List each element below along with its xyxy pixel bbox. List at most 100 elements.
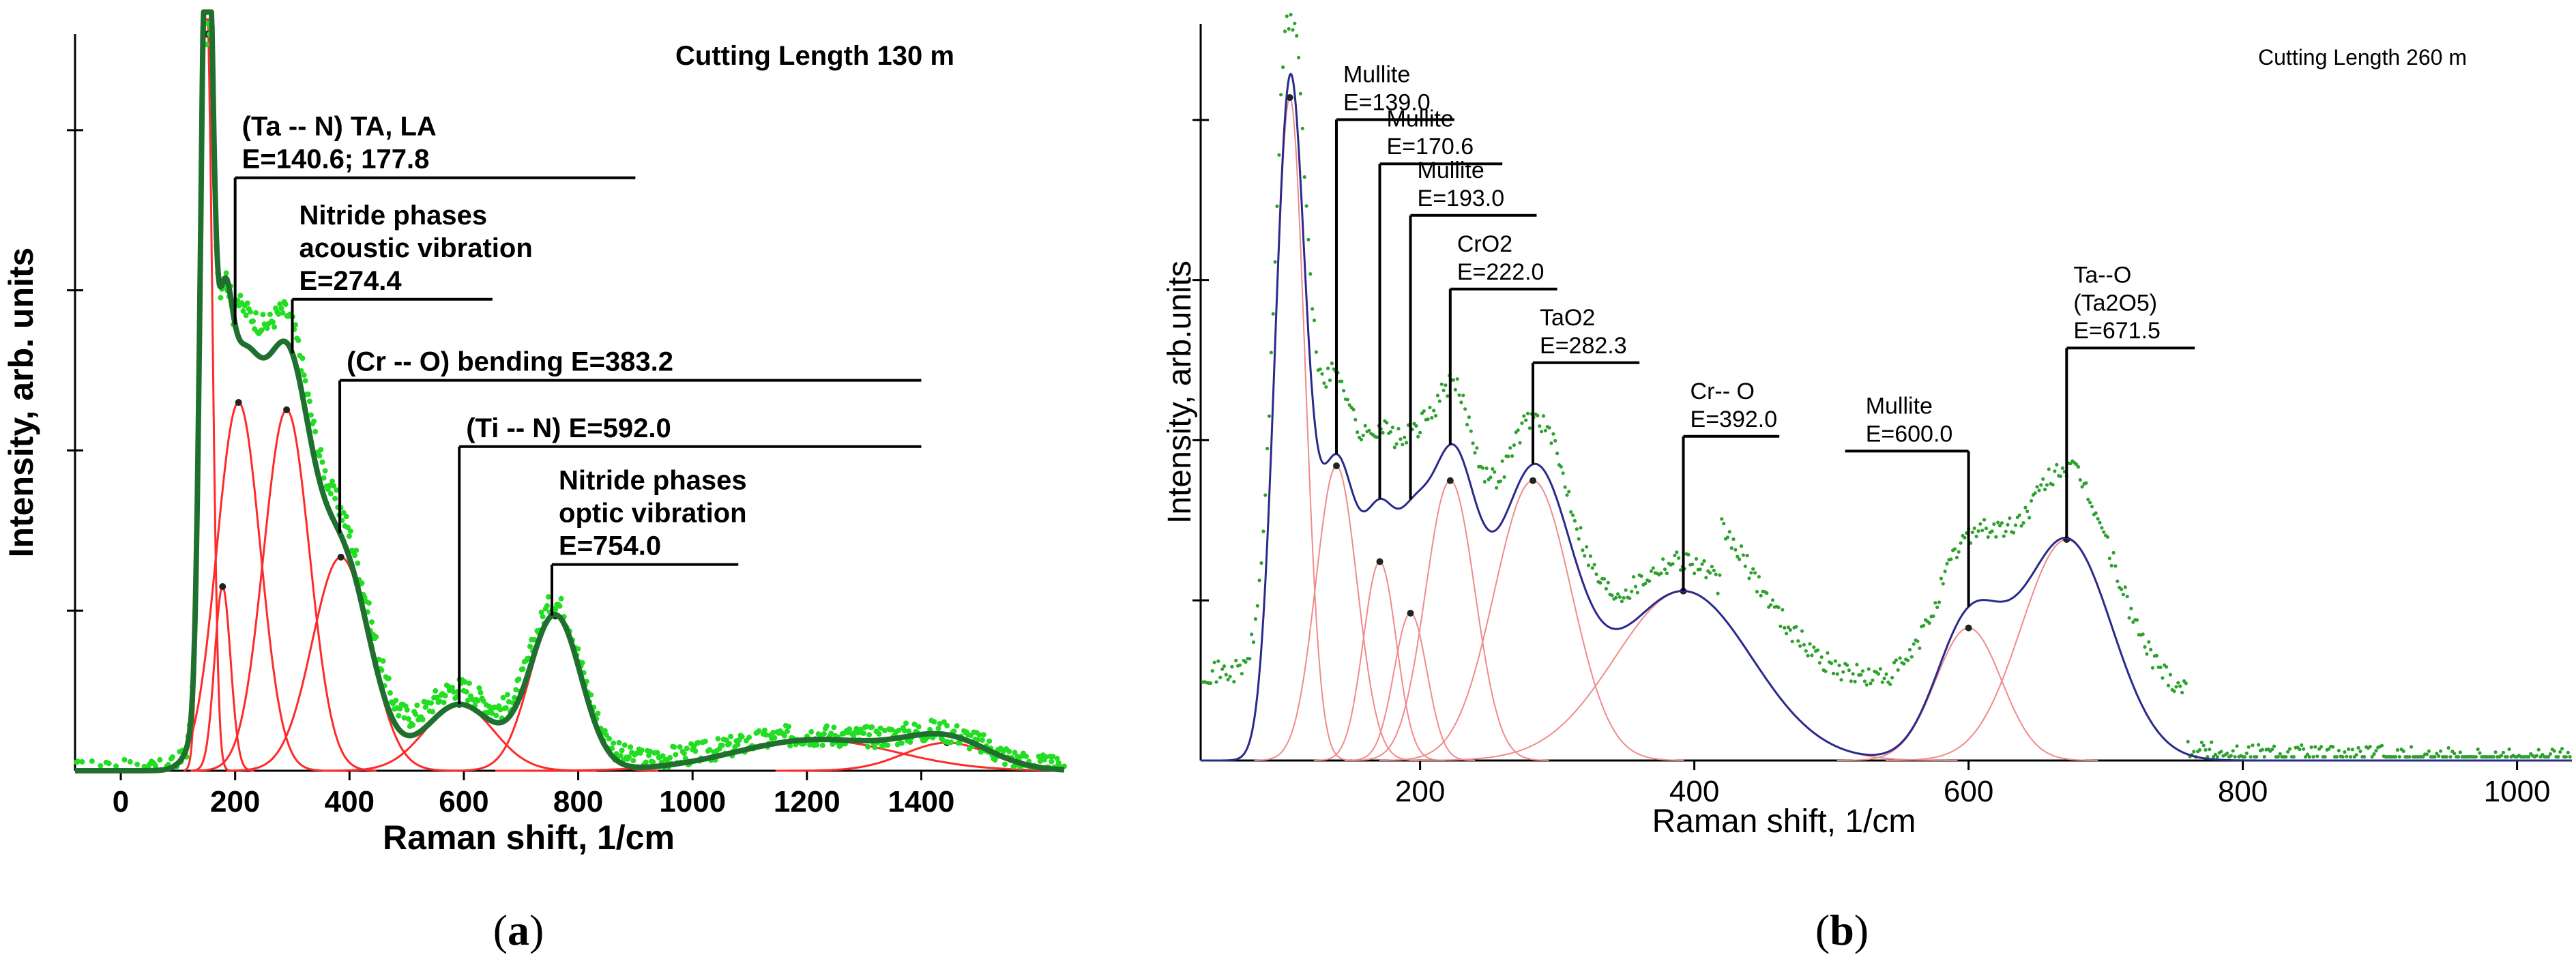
x-tick-label: 1000 — [659, 785, 726, 818]
data-point — [2309, 745, 2313, 750]
data-point — [2180, 690, 2184, 694]
data-point — [1677, 556, 1681, 560]
data-point — [2331, 745, 2335, 749]
data-point — [1783, 625, 1787, 630]
data-point — [240, 308, 246, 314]
data-point — [1632, 575, 1636, 579]
data-point — [1878, 667, 1882, 671]
data-point — [134, 761, 141, 767]
data-point — [1273, 260, 1277, 264]
data-point — [1727, 530, 1731, 534]
data-point — [2215, 755, 2219, 759]
data-point — [1635, 591, 1639, 595]
data-point — [1281, 65, 1285, 70]
data-point — [223, 270, 229, 276]
data-point — [299, 355, 306, 361]
data-point — [2425, 752, 2429, 756]
data-point — [1649, 569, 1653, 574]
data-point — [327, 490, 334, 497]
data-point — [506, 698, 512, 705]
data-point — [1230, 664, 1234, 669]
data-point — [2348, 755, 2353, 759]
data-point — [2113, 564, 2118, 568]
data-point — [1927, 621, 1931, 625]
data-point — [2251, 743, 2255, 748]
data-point — [1375, 435, 1379, 439]
data-point — [1804, 649, 1808, 653]
anno-tao2-text: TaO2 — [1540, 305, 1595, 331]
data-point — [1518, 441, 1522, 445]
data-point — [355, 560, 361, 566]
data-point — [1551, 432, 1555, 436]
data-point — [956, 740, 963, 746]
data-point — [1435, 394, 1439, 398]
data-point — [819, 742, 825, 748]
gaussian-component — [1886, 538, 2245, 761]
data-point — [247, 309, 253, 315]
data-point — [770, 729, 776, 735]
data-point — [1675, 550, 1679, 555]
data-point — [1718, 573, 1722, 577]
data-point — [127, 758, 133, 765]
data-point — [1918, 646, 1922, 651]
data-point — [1055, 760, 1062, 766]
data-point — [2204, 748, 2208, 752]
data-point — [237, 293, 244, 299]
data-point — [2395, 748, 2399, 752]
data-point — [2166, 683, 2171, 688]
data-point — [2276, 755, 2280, 759]
data-point — [1907, 647, 1912, 652]
data-point — [376, 656, 382, 662]
chart-title: Cutting Length 260 m — [2258, 45, 2467, 70]
data-point — [1577, 537, 1581, 541]
x-tick-label: 800 — [553, 785, 603, 818]
data-point — [1909, 655, 1914, 659]
data-point — [513, 687, 519, 693]
data-point — [715, 736, 721, 742]
data-point — [2121, 593, 2125, 597]
data-point — [1997, 524, 2002, 528]
data-point — [1451, 378, 1455, 382]
panel-b: 200 400 600 800 1000MulliteE=139.0MulliteE=1… — [1162, 12, 2573, 954]
data-point — [420, 717, 426, 722]
data-point — [2127, 616, 2131, 620]
data-point — [2433, 755, 2437, 759]
data-point — [312, 428, 319, 434]
data-point — [2437, 754, 2441, 758]
data-point — [2211, 755, 2216, 759]
data-point — [1342, 389, 1346, 393]
data-point — [2262, 755, 2266, 759]
data-point — [1457, 393, 1461, 397]
data-point — [1214, 680, 1218, 684]
data-point — [1698, 567, 1702, 572]
data-point — [1453, 387, 1457, 392]
data-point — [746, 735, 752, 741]
data-point — [877, 725, 883, 731]
peak-marker — [1286, 94, 1293, 101]
data-point — [1287, 27, 1291, 31]
data-point — [293, 322, 299, 328]
data-point — [422, 704, 428, 710]
data-point — [2107, 557, 2111, 561]
data-point — [2255, 755, 2259, 759]
data-point — [527, 643, 533, 649]
data-point — [380, 658, 386, 664]
data-point — [1293, 21, 1297, 25]
data-point — [1432, 409, 1436, 413]
data-point — [2116, 579, 2120, 583]
data-point — [847, 726, 853, 732]
data-point — [2493, 750, 2498, 754]
data-point — [1739, 544, 1744, 548]
data-point — [2558, 750, 2562, 754]
data-point — [1710, 565, 1714, 569]
data-point — [2045, 483, 2049, 487]
data-point — [2094, 511, 2098, 515]
anno-optic-text: E=754.0 — [559, 531, 661, 561]
data-point — [2120, 587, 2124, 591]
data-point — [2327, 747, 2331, 751]
data-point — [1320, 372, 1324, 376]
data-point — [489, 710, 495, 716]
data-point — [2043, 488, 2047, 492]
data-point — [1817, 661, 1821, 665]
data-point — [2370, 755, 2374, 759]
